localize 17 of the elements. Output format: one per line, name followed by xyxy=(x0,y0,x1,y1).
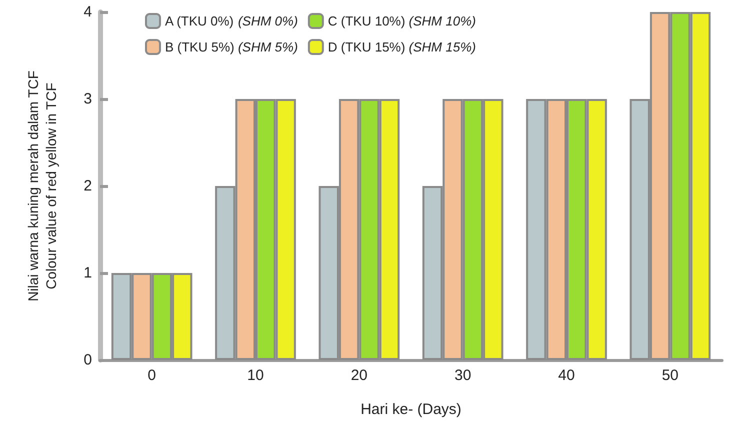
legend-label: B (TKU 5%) (SHM 5%) xyxy=(165,40,298,54)
legend-label: C (TKU 10%) (SHM 10%) xyxy=(328,14,476,28)
x-tick-label: 20 xyxy=(350,367,368,384)
y-tick-label: 3 xyxy=(84,90,92,108)
legend-label: A (TKU 0%) (SHM 0%) xyxy=(165,14,298,28)
legend-label: D (TKU 15%) (SHM 15%) xyxy=(328,40,476,54)
x-tick-label: 10 xyxy=(247,367,264,384)
x-tick-label: 50 xyxy=(662,367,679,384)
y-axis-title: Nilai warna kuning merah dalam TCF Colour value of red yellow in TCF xyxy=(25,70,59,302)
x-tick-label: 40 xyxy=(558,367,575,384)
x-tick-label: 30 xyxy=(454,367,472,384)
y-tick-label: 4 xyxy=(84,4,92,20)
x-tick-label: 0 xyxy=(148,367,156,384)
y-tick-label: 2 xyxy=(84,178,92,194)
y-tick-label: 0 xyxy=(84,352,92,368)
y-tick-label: 1 xyxy=(84,264,92,282)
x-axis-title: Hari ke- (Days) xyxy=(360,401,462,418)
